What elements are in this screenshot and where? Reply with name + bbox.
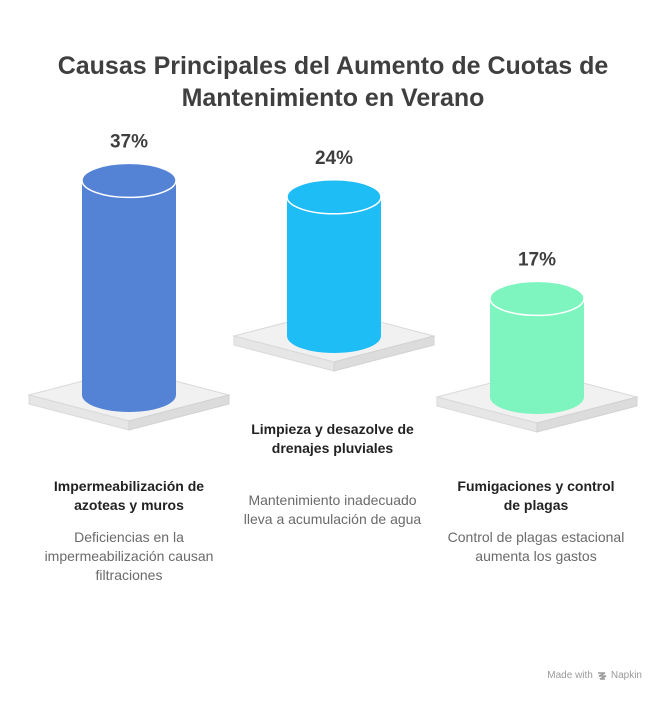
value-label-3: 17% — [518, 249, 556, 270]
category-description-1: Deficiencias en la impermeabilización ca… — [44, 529, 214, 583]
made-with-label: Made with — [547, 670, 593, 681]
value-label-2: 24% — [315, 148, 353, 169]
napkin-brand: Napkin — [610, 670, 642, 681]
bar-1 — [82, 180, 176, 412]
category-description-2: Mantenimiento inadecuado lleva a acumula… — [243, 492, 422, 527]
bar-2 — [287, 196, 381, 353]
platform-right-1 — [128, 394, 230, 431]
bar-top-1 — [81, 162, 177, 199]
bar-top-3 — [489, 280, 585, 317]
bar-3 — [490, 298, 584, 414]
bar-top-2 — [286, 179, 382, 215]
made-with-footer: Made with Napkin — [547, 670, 642, 681]
category-label-3: Fumigaciones y control de plagas — [457, 478, 615, 513]
chart-title: Causas Principales del Aumento de Cuotas… — [57, 52, 609, 112]
category-description-3: Control de plagas estacional aumenta los… — [447, 529, 625, 564]
napkin-logo-icon — [597, 671, 607, 681]
category-label-2: Limpieza y desazolve de drenajes pluvial… — [251, 421, 414, 456]
platform-right-2 — [333, 335, 435, 372]
platform-right-3 — [536, 396, 638, 433]
category-label-1: Impermeabilización de azoteas y muros — [53, 478, 205, 513]
value-label-1: 37% — [110, 131, 148, 152]
